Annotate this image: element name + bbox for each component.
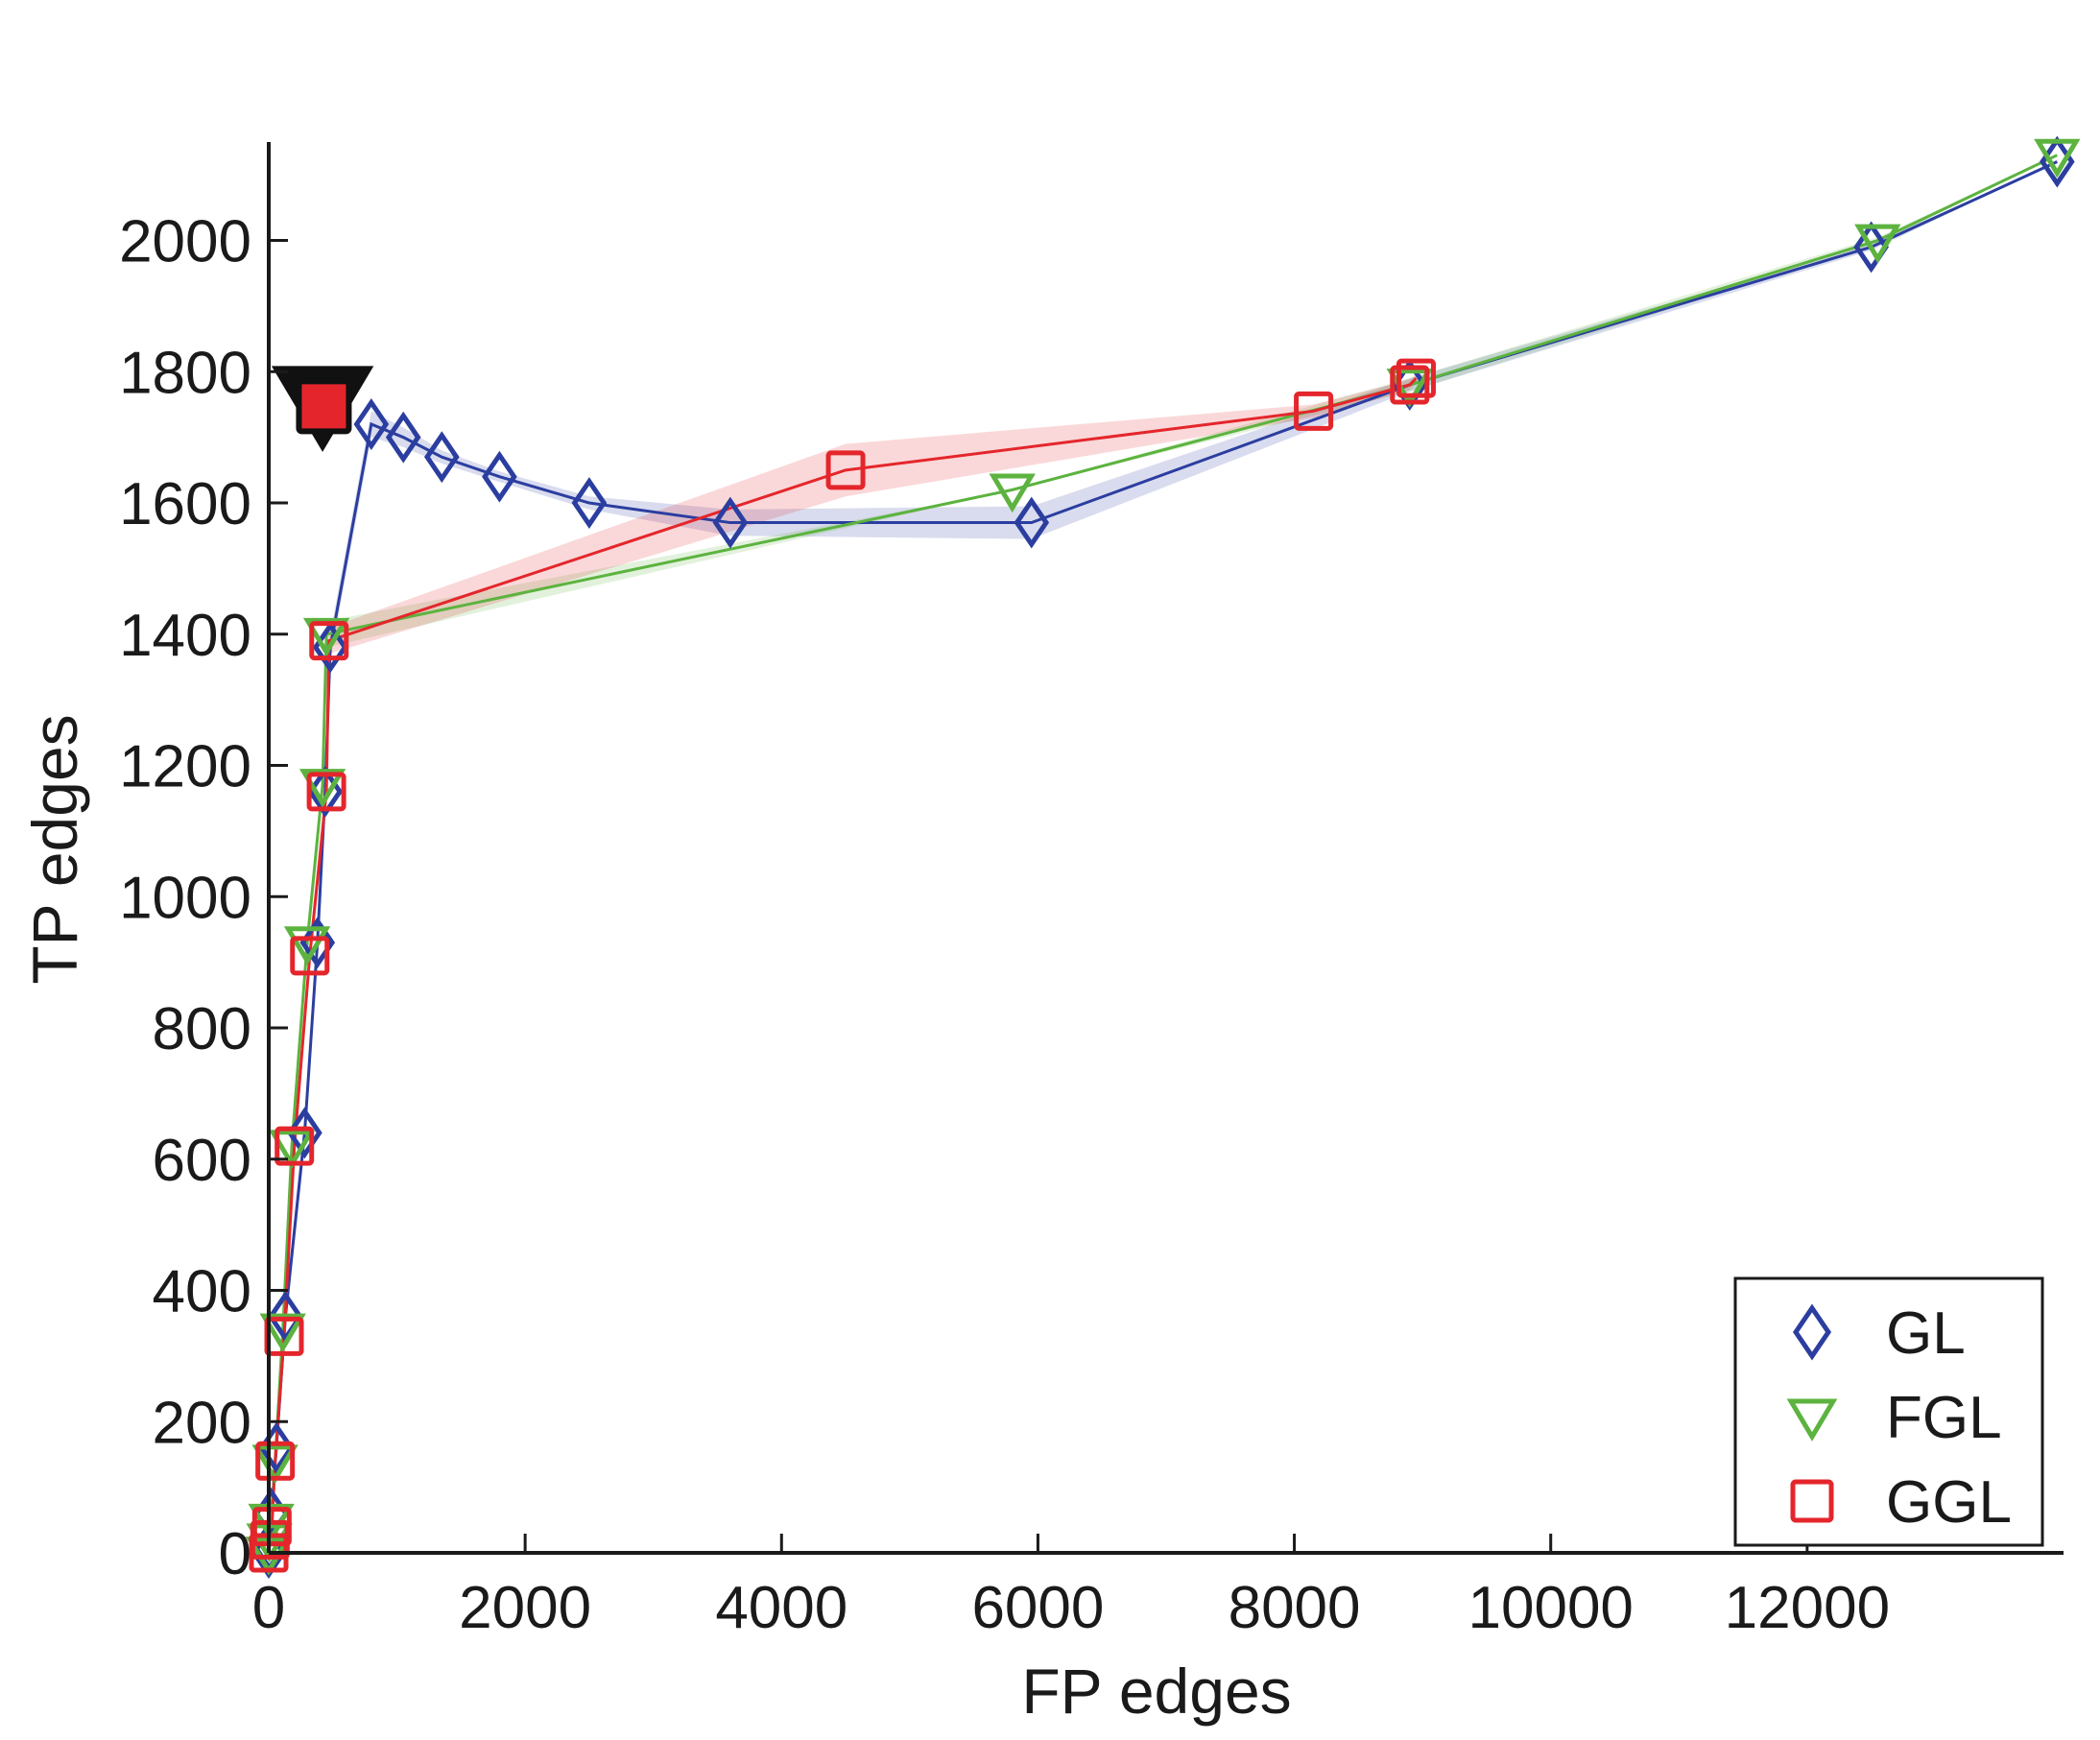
highlight-markers <box>271 366 374 452</box>
y-tick-label: 2000 <box>119 209 251 275</box>
gl-point <box>268 1290 303 1343</box>
highlight-ggl-point <box>296 378 352 435</box>
fgl-point <box>302 617 350 657</box>
fgl-point <box>1854 224 1901 264</box>
y-tick-label: 600 <box>153 1128 251 1194</box>
ggl-band <box>269 374 1417 1553</box>
ggl-point <box>1396 358 1436 398</box>
ggl-point <box>1390 365 1430 405</box>
y-tick-label: 0 <box>219 1521 251 1587</box>
axes <box>267 142 2064 1555</box>
ggl-point <box>306 772 346 812</box>
gl-point <box>423 431 460 484</box>
gl-point <box>287 1107 322 1159</box>
legend-fgl-label: FGL <box>1886 1385 2002 1451</box>
gl-point <box>571 477 608 529</box>
x-tick-label: 2000 <box>459 1575 591 1641</box>
x-ticks: 0 2000 4000 6000 8000 10000 12000 <box>252 1534 1890 1641</box>
y-axis-title: TP edges <box>19 714 90 984</box>
gl-point <box>1853 221 1889 274</box>
ggl-point <box>825 450 866 490</box>
fgl-point <box>268 1130 316 1169</box>
x-axis-title: FP edges <box>1021 1656 1291 1727</box>
gl-point <box>258 1421 295 1474</box>
fgl-point <box>298 769 346 808</box>
legend-fgl-marker <box>1786 1398 1838 1442</box>
gl-point <box>385 411 421 464</box>
legend: GL FGL GGL <box>1733 1276 2044 1547</box>
legend-box <box>1733 1276 2044 1547</box>
y-tick-label: 1400 <box>119 603 251 669</box>
ggl-point <box>309 621 349 661</box>
x-tick-label: 8000 <box>1229 1575 1361 1641</box>
ggl-point <box>251 1507 292 1547</box>
gl-point <box>1014 496 1050 549</box>
y-tick-label: 1200 <box>119 734 251 800</box>
gl-point <box>299 917 336 969</box>
y-ticks: 0 200 400 600 800 1000 1200 1400 1600 1800 2000 <box>119 209 288 1587</box>
series-markers <box>245 135 2081 1579</box>
ggl-point <box>1294 391 1334 431</box>
fgl-point <box>251 1444 298 1485</box>
y-tick-label: 800 <box>153 996 251 1062</box>
ggl-point <box>274 1126 315 1166</box>
ggl-line <box>267 377 1418 1554</box>
x-tick-label: 4000 <box>715 1575 847 1641</box>
x-tick-label: 12000 <box>1725 1575 1890 1641</box>
y-tick-label: 1000 <box>119 865 251 931</box>
legend-gl-label: GL <box>1886 1300 1966 1367</box>
y-tick-label: 1800 <box>119 340 251 406</box>
x-tick-label: 6000 <box>971 1575 1104 1641</box>
gl-band <box>269 161 2058 1554</box>
y-tick-label: 400 <box>153 1259 251 1325</box>
legend-ggl-marker <box>1790 1479 1834 1523</box>
confidence-bands <box>269 155 2058 1554</box>
gl-point <box>353 398 390 450</box>
ggl-point <box>290 936 330 976</box>
fgl-point <box>259 1313 306 1353</box>
fgl-point <box>989 473 1036 513</box>
x-tick-label: 10000 <box>1468 1575 1634 1641</box>
fgl-point <box>283 926 331 965</box>
gl-point <box>482 450 517 503</box>
y-tick-label: 200 <box>153 1390 251 1456</box>
legend-ggl-label: GGL <box>1886 1469 2012 1536</box>
x-tick-label: 0 <box>252 1575 285 1641</box>
gl-point <box>712 496 749 549</box>
ggl-point <box>255 1441 296 1481</box>
y-tick-label: 1600 <box>119 471 251 537</box>
fgl-point <box>2034 138 2081 179</box>
legend-gl-marker <box>1792 1303 1832 1361</box>
